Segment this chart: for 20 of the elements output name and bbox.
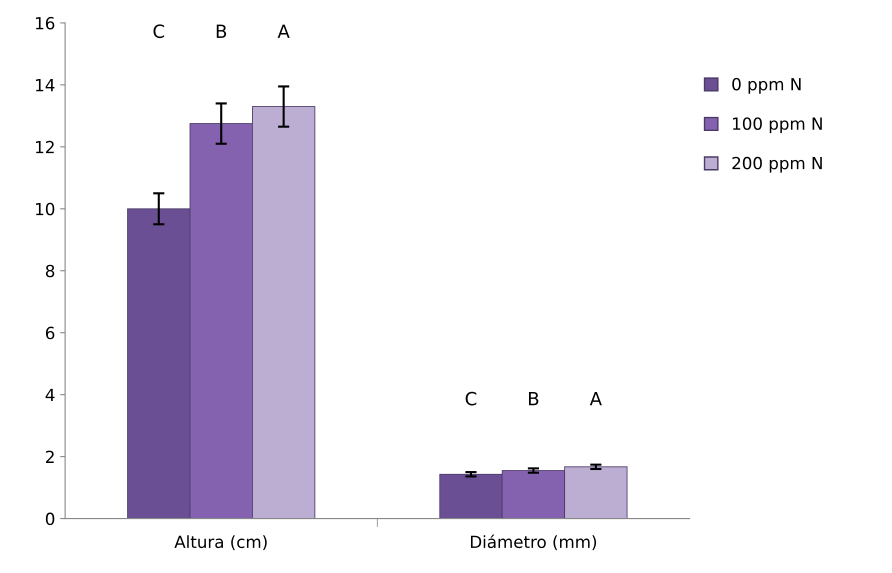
annotation: C [466, 392, 476, 406]
annotation: B [528, 392, 538, 406]
y-tick-label: 6 [46, 326, 54, 340]
y-tick-label: 16 [36, 16, 54, 30]
y-tick-label: 8 [46, 264, 54, 278]
y-tick-label: 10 [36, 202, 54, 216]
annotation: B [216, 24, 226, 38]
x-tick-label: Diámetro (mm) [470, 534, 596, 550]
annotation: C [153, 24, 164, 38]
y-tick-label: 2 [46, 450, 54, 463]
annotation: A [590, 392, 602, 406]
x-tick-label: Altura (cm) [174, 535, 267, 550]
y-tick-label: 0 [46, 512, 54, 526]
legend-label: 100 ppm N [733, 117, 822, 134]
y-tick-label: 4 [46, 388, 54, 401]
annotation: A [278, 24, 290, 38]
legend-label: 0 ppm N [732, 78, 801, 94]
y-tick-label: 14 [36, 79, 54, 92]
legend-label: 200 ppm N [732, 156, 822, 173]
y-tick-label: 12 [36, 140, 54, 154]
